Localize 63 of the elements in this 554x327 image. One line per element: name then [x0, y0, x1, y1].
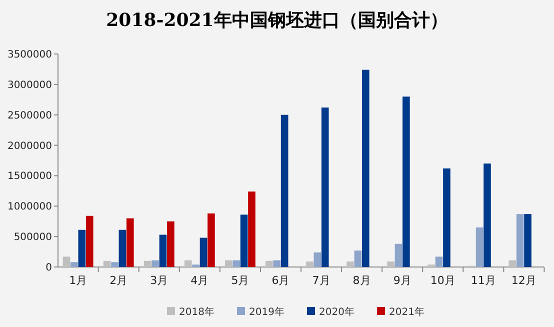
y-tick-label: 1500000 [7, 171, 52, 182]
y-tick-label: 2000000 [7, 140, 52, 152]
x-tick-label: 3月 [150, 274, 168, 287]
bar [144, 260, 152, 267]
bar [70, 262, 78, 267]
x-tick-label: 8月 [352, 274, 371, 287]
bar [443, 168, 450, 267]
bar [524, 214, 532, 267]
legend-label: 2019年 [249, 306, 284, 318]
bar [167, 221, 174, 267]
bar [321, 108, 329, 267]
x-tick-label: 7月 [312, 274, 330, 287]
bar [184, 260, 192, 267]
bar [225, 260, 232, 267]
bar [159, 234, 167, 267]
bar [508, 260, 516, 267]
x-tick-label: 11月 [470, 274, 496, 287]
bar [248, 192, 256, 267]
bar [118, 230, 126, 267]
bar [152, 260, 159, 267]
bar [484, 164, 491, 267]
bar [240, 214, 248, 267]
x-tick-label: 2月 [110, 274, 128, 287]
bar [516, 214, 524, 267]
bar [200, 238, 208, 267]
x-tick-label: 6月 [272, 274, 290, 287]
x-tick-label: 10月 [430, 274, 456, 287]
x-tick-label: 5月 [231, 274, 250, 287]
bar [354, 250, 362, 267]
bar [208, 213, 215, 267]
x-tick-label: 1月 [69, 274, 88, 287]
chart-title: 2018-2021年中国钢坯进口（国别合计） [106, 10, 448, 31]
bar [126, 218, 134, 267]
y-tick-label: 3500000 [7, 50, 52, 60]
bar [394, 244, 402, 267]
y-tick-label: 2500000 [7, 110, 52, 122]
legend-label: 2018年 [179, 306, 214, 318]
bar [314, 252, 322, 267]
bar [86, 216, 94, 267]
y-tick-label: 1000000 [7, 202, 52, 213]
legend-label: 2020年 [319, 306, 354, 318]
bar [103, 260, 111, 267]
bar [266, 260, 273, 267]
y-tick-label: 3000000 [7, 80, 52, 91]
bar [387, 262, 394, 267]
y-tick-label: 500000 [14, 232, 52, 244]
y-tick-label: 0 [46, 262, 52, 274]
bar [346, 262, 354, 267]
bar [273, 260, 281, 267]
bar [62, 256, 70, 267]
x-tick-label: 4月 [190, 274, 209, 287]
bar [280, 114, 288, 267]
bar [402, 96, 410, 267]
bar [78, 230, 86, 267]
bar [435, 256, 443, 267]
bar [362, 70, 370, 267]
bar [232, 260, 240, 267]
x-tick-label: 12月 [511, 274, 536, 287]
legend-label: 2021年 [389, 306, 424, 318]
bar [306, 262, 314, 267]
bar [111, 262, 118, 267]
x-tick-label: 9月 [393, 274, 412, 287]
bar [476, 227, 484, 267]
